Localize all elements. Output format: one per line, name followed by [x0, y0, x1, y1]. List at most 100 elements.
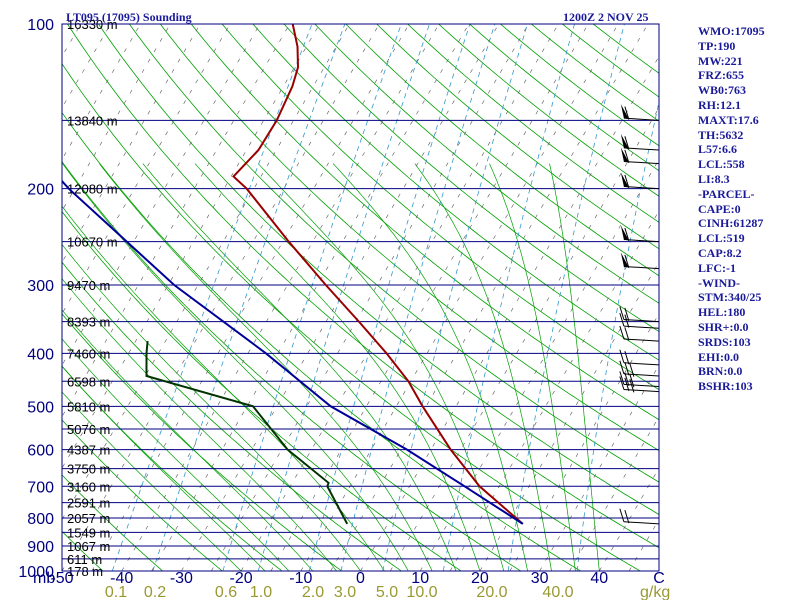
- height-label: 5076 m: [67, 422, 110, 437]
- wind-barb-shaft: [623, 338, 660, 342]
- temperature-tick-label: 30: [531, 570, 549, 587]
- sounding-traces: [62, 24, 524, 525]
- wind-barb-shaft: [623, 160, 660, 165]
- mixing-ratio-line: [152, 24, 346, 571]
- height-label: 13840 m: [67, 113, 118, 128]
- height-label: 3750 m: [67, 462, 110, 477]
- isotherm: [151, 24, 470, 571]
- parcel-line: [62, 179, 524, 525]
- pressure-tick-label: 900: [27, 539, 54, 556]
- wind-barb-feather: [624, 509, 630, 524]
- wind-barb-feather: [624, 351, 630, 365]
- pressure-tick-label: 800: [27, 511, 54, 528]
- moist-adiabat: [142, 163, 457, 571]
- isotherm: [390, 107, 659, 571]
- height-label: 5810 m: [67, 399, 110, 414]
- mixing-ratio-line: [308, 24, 471, 571]
- wind-barb-shaft: [623, 373, 660, 377]
- wind-barb: [619, 313, 660, 329]
- height-label: 1067 m: [67, 539, 110, 554]
- wind-barb-feather: [619, 371, 625, 385]
- isotherm: [121, 24, 440, 571]
- mixing-ratio-label: 0.2: [144, 584, 166, 600]
- wind-barb-feather: [624, 327, 630, 341]
- wind-barb-shaft: [623, 117, 660, 121]
- wind-barb-flag: [620, 104, 629, 120]
- mixing-ratio-label: 3.0: [334, 584, 356, 600]
- isotherm: [330, 24, 649, 571]
- height-label: 12080 m: [67, 182, 118, 197]
- index-row: STM:340/25: [698, 290, 762, 305]
- wind-barb: [619, 360, 660, 377]
- moist-adiabat: [332, 163, 529, 571]
- height-label: 4387 m: [67, 443, 110, 458]
- moist-adiabat: [414, 163, 552, 571]
- wind-barb: [619, 371, 660, 388]
- dry-adiabat: [98, 24, 659, 515]
- moist-adiabat: [62, 205, 385, 571]
- wind-barb-feather: [624, 314, 630, 328]
- wind-barb-feather: [619, 313, 625, 327]
- height-label: 7460 m: [67, 346, 110, 361]
- mixing-ratio-line: [382, 24, 528, 571]
- wind-barb-feather: [624, 377, 630, 392]
- pressure-tick-label: 200: [27, 182, 54, 199]
- wind-barb: [620, 225, 660, 243]
- height-label: 611 m: [67, 552, 102, 567]
- index-row: SRDS:103: [698, 334, 751, 349]
- wind-barb-feather: [624, 362, 630, 376]
- index-row: CINH:61287: [698, 216, 764, 231]
- valid-time: 1200Z 2 NOV 25: [563, 10, 649, 24]
- wind-barb-feather: [629, 363, 635, 377]
- wind-barb-shaft: [623, 362, 660, 366]
- isotherm: [181, 24, 499, 571]
- index-row: LCL:519: [698, 231, 745, 246]
- wind-barbs: [619, 104, 660, 525]
- wind-barb-feather: [619, 360, 625, 374]
- wind-barb-shaft: [623, 388, 660, 393]
- temperature-unit-label: C: [653, 570, 665, 587]
- wind-barb-feather: [624, 174, 630, 189]
- wind-barb-feather: [619, 325, 625, 340]
- wind-barb-feather: [624, 149, 630, 164]
- isotherm: [270, 24, 589, 571]
- index-panel: WMO:17095 TP:190 MW:221 FRZ:655 WB0:763 RH:12…: [698, 24, 798, 394]
- mixing-ratio-label: 2.0: [302, 584, 324, 600]
- pressure-tick-label: 100: [27, 17, 54, 34]
- moist-adiabat: [489, 163, 576, 571]
- wind-barb-feather: [619, 376, 625, 390]
- moist-adiabat: [62, 243, 361, 571]
- temperature-tick-label: 20: [471, 570, 489, 587]
- temperature-tick-label: -20: [230, 570, 253, 587]
- index-row: L57:6.6: [698, 142, 737, 157]
- wind-barb-feather: [624, 372, 630, 386]
- temperature-tick-label: 10: [411, 570, 429, 587]
- wind-barb-shaft: [623, 265, 660, 270]
- moist-adiabat: [62, 391, 242, 571]
- mixing-ratio-label: 1.0: [250, 584, 272, 600]
- mixing-ratio-unit: g/kg: [640, 584, 670, 600]
- wind-barb-shaft: [623, 521, 660, 525]
- moist-adiabat: [99, 163, 433, 571]
- index-row: WB0:763: [698, 83, 746, 98]
- wind-barb-feather: [629, 374, 635, 388]
- wind-barb: [620, 172, 660, 190]
- height-label: 1549 m: [67, 525, 110, 540]
- height-label: 2057 m: [67, 511, 110, 526]
- index-row: LI:8.3: [698, 171, 730, 186]
- wind-barb: [620, 252, 660, 270]
- wind-barb-shaft: [623, 325, 660, 329]
- grid-layer: [62, 24, 659, 571]
- wind-barb-flag: [620, 133, 629, 149]
- wind-barb: [619, 508, 660, 525]
- wind-barb: [619, 306, 660, 323]
- mixing-ratio-label: 0.1: [105, 584, 127, 600]
- index-row: SHR+:0.0: [698, 319, 749, 334]
- index-row: EHI:0.0: [698, 349, 740, 364]
- temperature-tick-label: 0: [356, 570, 365, 587]
- pressure-tick-label: 600: [27, 443, 54, 460]
- height-label: 9470 m: [67, 278, 110, 293]
- moist-adiabat: [62, 338, 290, 571]
